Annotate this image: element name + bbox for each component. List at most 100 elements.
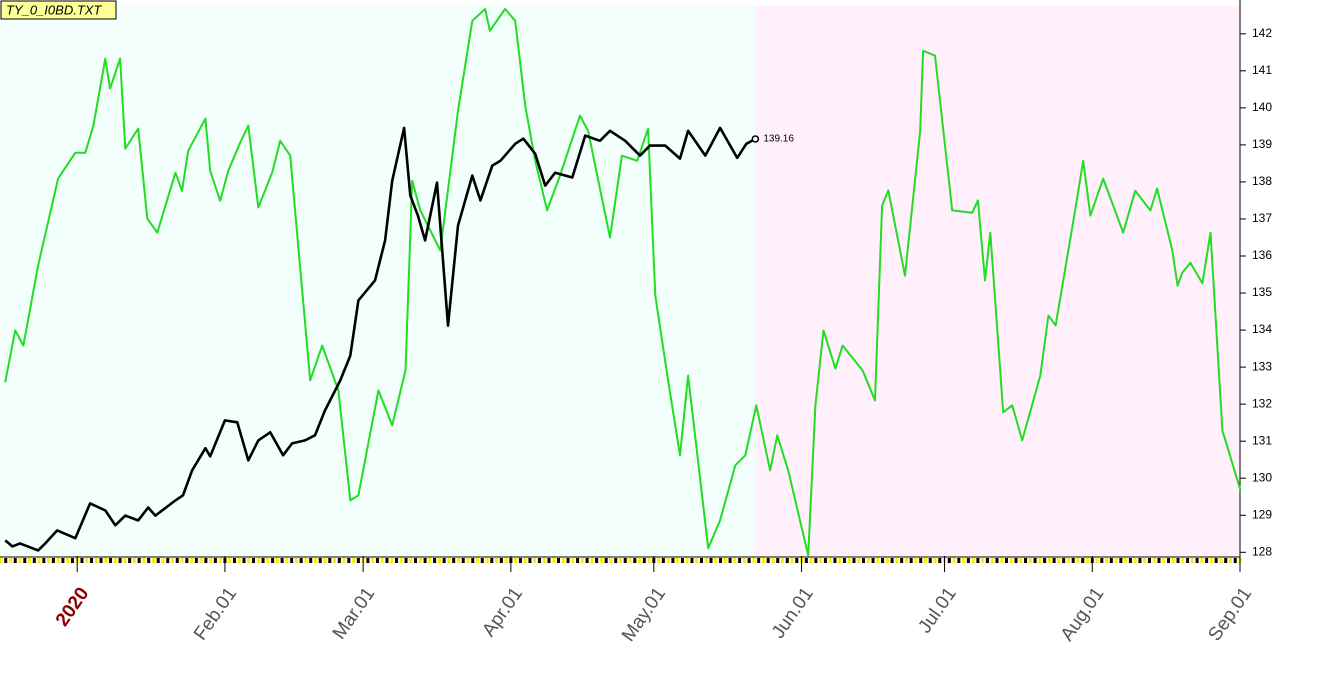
day-marker <box>175 558 179 563</box>
day-marker <box>866 558 870 563</box>
day-marker <box>194 558 198 563</box>
series-line <box>4 8 1242 557</box>
day-marker <box>290 558 294 563</box>
day-marker <box>638 558 642 563</box>
day-marker <box>1167 558 1171 563</box>
day-marker <box>947 558 951 563</box>
day-marker <box>85 558 89 563</box>
y-tick-label: 134 <box>1252 322 1272 336</box>
day-marker <box>842 558 846 563</box>
y-tick-label: 132 <box>1252 396 1272 410</box>
day-marker <box>185 558 189 563</box>
day-marker <box>23 558 27 563</box>
x-tick-label: Jun.01 <box>768 584 818 643</box>
day-marker <box>728 558 732 563</box>
day-marker <box>904 558 908 563</box>
history-background <box>0 6 756 556</box>
day-marker <box>609 558 613 563</box>
day-marker <box>242 558 246 563</box>
day-marker <box>952 558 956 563</box>
day-marker <box>552 558 556 563</box>
day-marker <box>809 558 813 563</box>
day-marker <box>1081 558 1085 563</box>
x-tick-label: 2020 <box>52 584 93 631</box>
day-marker <box>1009 558 1013 563</box>
day-marker <box>571 558 575 563</box>
day-marker <box>723 558 727 563</box>
y-tick-label: 137 <box>1252 211 1272 225</box>
day-marker <box>1224 558 1228 563</box>
day-marker <box>1095 558 1099 563</box>
day-marker <box>657 558 661 563</box>
day-marker <box>1133 558 1137 563</box>
day-marker <box>1162 558 1166 563</box>
day-marker <box>499 558 503 563</box>
day-marker <box>32 558 36 563</box>
day-marker <box>852 558 856 563</box>
day-marker <box>352 558 356 563</box>
day-marker <box>881 558 885 563</box>
y-tick-label: 138 <box>1252 174 1272 188</box>
day-marker <box>804 558 808 563</box>
day-marker <box>576 558 580 563</box>
y-tick-label: 140 <box>1252 100 1272 114</box>
x-tick-label: Mar.01 <box>329 584 380 644</box>
day-marker <box>1071 558 1075 563</box>
day-marker <box>66 558 70 563</box>
day-marker <box>371 558 375 563</box>
day-marker <box>218 558 222 563</box>
day-marker <box>604 558 608 563</box>
day-marker <box>1062 558 1066 563</box>
day-marker <box>1086 558 1090 563</box>
day-marker <box>1171 558 1175 563</box>
day-marker <box>1219 558 1223 563</box>
day-marker <box>171 558 175 563</box>
day-marker <box>595 558 599 563</box>
day-marker <box>895 558 899 563</box>
day-marker <box>252 558 256 563</box>
day-marker <box>661 558 665 563</box>
day-marker <box>309 558 313 563</box>
day-marker <box>823 558 827 563</box>
day-marker <box>466 558 470 563</box>
day-marker <box>957 558 961 563</box>
day-marker <box>1124 558 1128 563</box>
day-marker <box>642 558 646 563</box>
day-marker <box>1066 558 1070 563</box>
day-marker <box>966 558 970 563</box>
day-marker <box>671 558 675 563</box>
x-tick-label: May.01 <box>618 584 670 646</box>
day-marker <box>542 558 546 563</box>
day-marker <box>299 558 303 563</box>
day-marker <box>485 558 489 563</box>
day-marker <box>8 558 12 563</box>
day-marker <box>247 558 251 563</box>
day-marker <box>1195 558 1199 563</box>
y-tick-label: 135 <box>1252 285 1272 299</box>
plot: 139.16 <box>4 8 1242 557</box>
last-point <box>751 135 760 143</box>
day-marker <box>1152 558 1156 563</box>
day-marker <box>428 558 432 563</box>
day-marker <box>56 558 60 563</box>
day-marker <box>490 558 494 563</box>
day-marker <box>442 558 446 563</box>
day-marker <box>709 558 713 563</box>
day-marker <box>47 558 51 563</box>
day-marker <box>890 558 894 563</box>
day-marker <box>99 558 103 563</box>
day-marker <box>256 558 260 563</box>
day-marker <box>137 558 141 563</box>
day-marker <box>733 558 737 563</box>
day-marker <box>838 558 842 563</box>
day-marker <box>566 558 570 563</box>
day-marker <box>885 558 889 563</box>
day-marker <box>447 558 451 563</box>
day-marker <box>271 558 275 563</box>
day-marker <box>614 558 618 563</box>
y-tick-label: 141 <box>1252 63 1272 77</box>
day-marker <box>313 558 317 563</box>
day-marker <box>938 558 942 563</box>
day-marker <box>118 558 122 563</box>
